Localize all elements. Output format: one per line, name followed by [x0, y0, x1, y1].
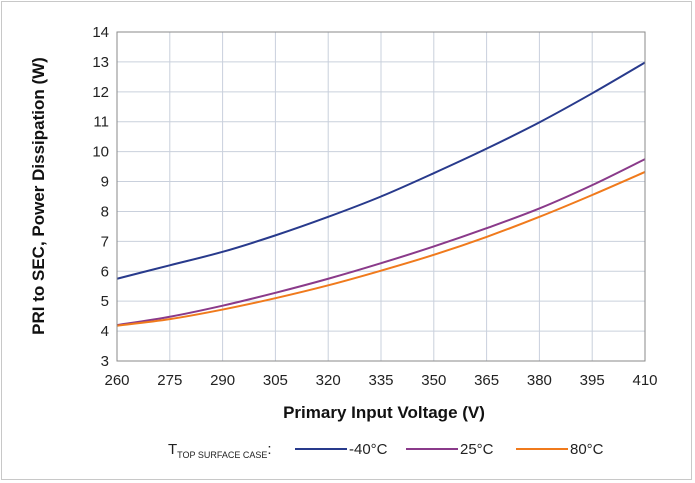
- series-line-3: [116, 171, 646, 327]
- y-tick-label: 9: [101, 174, 109, 191]
- x-tick-label: 365: [474, 372, 499, 389]
- legend-title-main: T: [168, 441, 177, 458]
- x-tick-label: 410: [632, 372, 657, 389]
- x-tick-label: 275: [157, 372, 182, 389]
- legend-label-3: 80°C: [570, 441, 604, 458]
- y-tick-label: 4: [101, 323, 109, 340]
- y-axis-title: PRI to SEC, Power Dissipation (W): [29, 57, 48, 335]
- x-tick-label: 290: [210, 372, 235, 389]
- y-tick-label: 11: [93, 114, 109, 131]
- y-tick-label: 8: [101, 203, 109, 220]
- series-layer: [116, 61, 646, 327]
- plot-border: [116, 31, 646, 362]
- legend-items: -40°C 25°C 80°C: [295, 441, 604, 458]
- x-tick-label: 305: [263, 372, 288, 389]
- x-tick-label: 320: [316, 372, 341, 389]
- y-tick-label: 6: [101, 263, 109, 280]
- legend-label-2: 25°C: [460, 441, 494, 458]
- y-tick-label: 14: [92, 24, 109, 41]
- y-tick-label: 10: [92, 144, 109, 161]
- x-tick-label: 350: [421, 372, 446, 389]
- x-axis-title: Primary Input Voltage (V): [283, 403, 485, 422]
- legend-title: TTOP SURFACE CASE:: [168, 441, 272, 460]
- legend-title-sub: TOP SURFACE CASE: [177, 450, 267, 460]
- x-tick-label: 380: [527, 372, 552, 389]
- plot-area-border: [116, 31, 646, 362]
- x-tick-label: 260: [104, 372, 129, 389]
- x-tick-labels: 260 275 290 305 320 335 350 365 380 395 410: [104, 372, 657, 389]
- legend-title-suffix: :: [267, 441, 271, 458]
- y-tick-label: 13: [92, 54, 109, 71]
- series-line-1: [116, 61, 646, 280]
- y-tick-label: 7: [101, 233, 109, 250]
- y-tick-label: 12: [92, 84, 109, 101]
- y-tick-labels: 3 4 5 6 7 8 9 10 11 12 13 14: [92, 24, 109, 370]
- series-line-2: [116, 158, 646, 327]
- x-tick-label: 395: [580, 372, 605, 389]
- legend: TTOP SURFACE CASE: -40°C 25°C 80°C: [168, 441, 604, 460]
- y-tick-label: 3: [101, 353, 109, 370]
- legend-label-1: -40°C: [349, 441, 388, 458]
- x-tick-label: 335: [368, 372, 393, 389]
- y-tick-label: 5: [101, 293, 109, 310]
